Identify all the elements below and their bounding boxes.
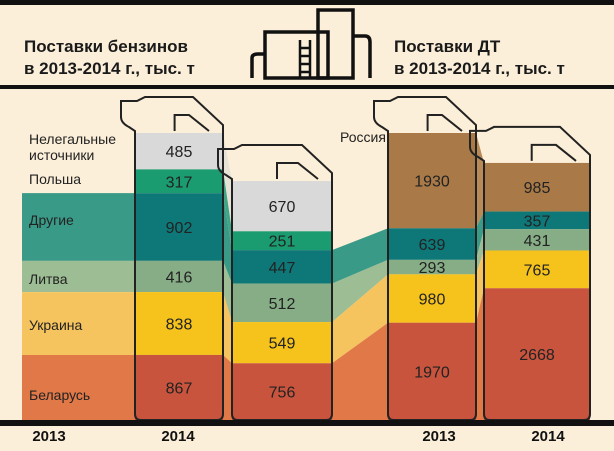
diesel-title-line2: в 2013-2014 г., тыс. т	[394, 59, 565, 78]
bar-segment-ukraine	[388, 274, 476, 323]
flow-band-other	[223, 193, 232, 284]
bar-segment-other	[135, 193, 223, 261]
data-label-other: 902	[166, 220, 193, 237]
bar-segment-lithuania	[135, 260, 223, 293]
year-label: 2014	[531, 428, 565, 445]
category-label-line: Нелегальные	[29, 131, 116, 147]
bar-segment-illegal	[232, 181, 332, 232]
bar-segment-other	[232, 250, 332, 284]
canister-outline	[373, 96, 477, 421]
data-label-russia: 1930	[414, 174, 450, 191]
flow-band-ukraine	[332, 274, 388, 364]
canister: 485 317 902 416 838 867	[120, 96, 224, 421]
data-label-poland: 317	[166, 174, 193, 191]
data-label-ukraine: 549	[269, 336, 296, 353]
year-label: 2013	[32, 428, 66, 445]
bar-segment-illegal	[135, 133, 223, 170]
category-label: Польша	[29, 171, 81, 187]
data-label-ukraine: 838	[166, 317, 193, 334]
category-label: Беларусь	[29, 387, 90, 403]
canister-spout	[173, 114, 210, 132]
gasoline-title: Поставки бензинов в 2013-2014 г., тыс. т	[24, 36, 195, 80]
category-label-russia: Россия	[340, 129, 386, 145]
flow-band-belarus	[223, 354, 232, 420]
year-label: 2014	[161, 428, 195, 445]
diesel-title: Поставки ДТ в 2013-2014 г., тыс. т	[394, 36, 565, 80]
data-label-poland: 251	[269, 234, 296, 251]
bar-segment-other	[388, 228, 476, 260]
flow-band-lithuania	[223, 260, 232, 323]
canister-spout	[276, 162, 319, 180]
flow-band-other	[332, 228, 388, 284]
data-label-illegal: 670	[269, 199, 296, 216]
data-label-belarus: 756	[269, 385, 296, 402]
data-label-belarus: 1970	[414, 364, 450, 381]
data-label-other: 357	[524, 213, 551, 230]
data-label-other: 639	[419, 237, 446, 254]
bar-segment-russia	[388, 133, 476, 229]
data-label-ukraine: 765	[524, 262, 551, 279]
baseline	[0, 420, 614, 426]
data-label-belarus: 2668	[519, 347, 555, 364]
data-label-lithuania: 431	[524, 233, 551, 250]
category-label: Украина	[29, 317, 83, 333]
flow-band-ukraine	[476, 250, 484, 323]
bar-segment-lithuania	[232, 283, 332, 323]
refinery-icon	[250, 8, 372, 80]
bar-segment-belarus	[135, 354, 223, 420]
category-label: Нелегальные источники	[29, 131, 116, 163]
bar-segment-belarus	[484, 288, 590, 420]
bar-segment-ukraine	[135, 292, 223, 355]
canister-outline	[217, 144, 333, 421]
flow-band-lithuania	[332, 259, 388, 323]
canister-outline	[120, 96, 224, 421]
flow-band-ukraine	[22, 292, 135, 355]
top-rule	[0, 0, 614, 5]
data-label-lithuania: 416	[166, 269, 193, 286]
gasoline-title-line2: в 2013-2014 г., тыс. т	[24, 59, 195, 78]
data-label-ukraine: 980	[419, 292, 446, 309]
flow-band-belarus	[22, 354, 135, 420]
header-rule	[0, 85, 614, 89]
flow-band-russia	[476, 133, 484, 229]
flow-band-illegal	[223, 133, 232, 232]
flow-band-poland	[223, 169, 232, 251]
year-label: 2013	[422, 428, 456, 445]
data-label-lithuania: 512	[269, 296, 296, 313]
bar-segment-belarus	[232, 363, 332, 420]
canister: 1930 639 293 980 1970	[373, 96, 477, 421]
canister-spout	[530, 143, 577, 162]
bar-segment-lithuania	[388, 259, 476, 275]
category-label: Литва	[29, 271, 68, 287]
flow-band-lithuania	[22, 260, 135, 293]
data-label-other: 447	[269, 260, 296, 277]
bar-segment-poland	[135, 169, 223, 194]
flow-band-belarus	[332, 322, 388, 420]
flow-band-belarus	[476, 288, 484, 420]
flow-band-lithuania	[476, 229, 484, 275]
bar-segment-russia	[484, 162, 590, 212]
flow-band-other	[476, 211, 484, 260]
category-label: Другие	[29, 212, 74, 228]
bar-segment-lithuania	[484, 229, 590, 251]
canister-outline	[469, 125, 591, 421]
data-label-lithuania: 293	[419, 260, 446, 277]
data-label-belarus: 867	[166, 380, 193, 397]
canister-spout	[426, 114, 463, 132]
diesel-title-line1: Поставки ДТ	[394, 37, 501, 56]
data-label-illegal: 485	[166, 144, 193, 161]
bar-segment-other	[484, 211, 590, 230]
canister: 985 357 431 765 2668	[469, 125, 591, 421]
category-label-line: источники	[29, 147, 94, 163]
canister: 670 251 447 512 549 756	[217, 144, 333, 421]
data-label-russia: 985	[524, 180, 551, 197]
flow-band-ukraine	[223, 292, 232, 364]
flow-band-other	[22, 193, 135, 261]
bar-segment-ukraine	[484, 250, 590, 289]
bar-segment-belarus	[388, 322, 476, 420]
bar-segment-poland	[232, 231, 332, 251]
gasoline-title-line1: Поставки бензинов	[24, 37, 188, 56]
bar-segment-ukraine	[232, 322, 332, 364]
